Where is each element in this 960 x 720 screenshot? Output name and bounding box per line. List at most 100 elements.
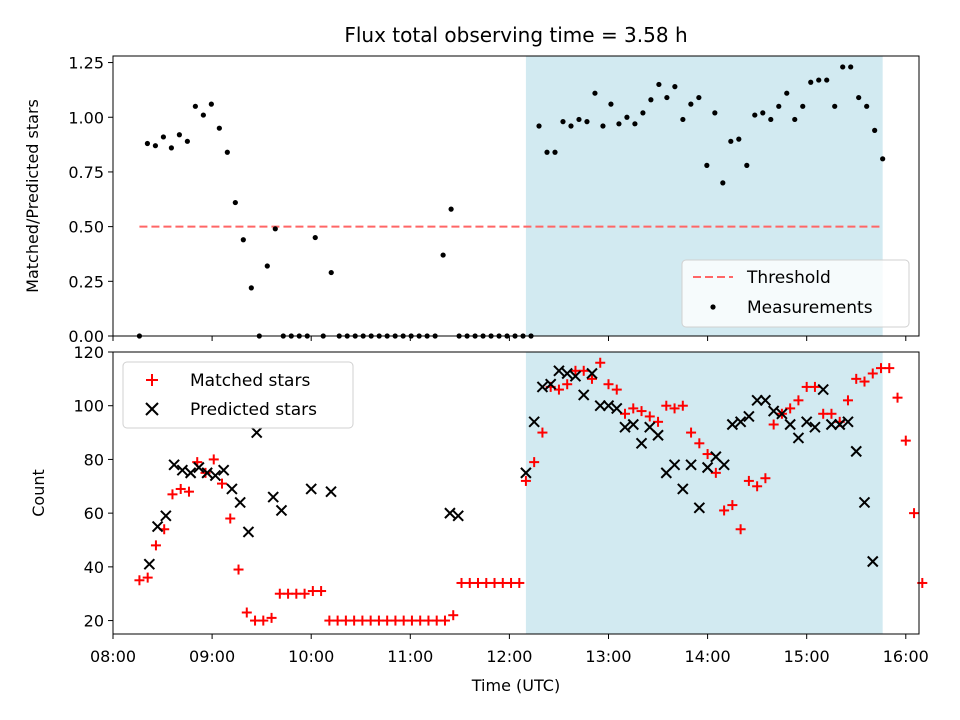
predicted-star-point bbox=[160, 510, 172, 522]
measurement-point bbox=[592, 90, 598, 96]
matched-star-point bbox=[225, 513, 236, 524]
predicted-star-stroke-b bbox=[809, 421, 821, 433]
predicted-star-point bbox=[784, 418, 796, 431]
predicted-star-point bbox=[520, 467, 532, 479]
measurement-point bbox=[672, 84, 678, 90]
measurement-point bbox=[848, 64, 854, 70]
predicted-star-point bbox=[652, 429, 664, 441]
predicted-star-point bbox=[528, 416, 540, 428]
matched-star-point bbox=[603, 379, 614, 390]
top-y-tick-label: 0.75 bbox=[68, 163, 104, 182]
predicted-star-stroke-b bbox=[759, 394, 772, 407]
predicted-star-stroke-b bbox=[217, 464, 230, 476]
measurement-point bbox=[728, 138, 734, 144]
matched-star-point bbox=[644, 411, 655, 422]
measurement-point bbox=[264, 263, 270, 269]
matched-star-point bbox=[743, 475, 754, 486]
predicted-star-point bbox=[325, 485, 337, 498]
predicted-star-point bbox=[305, 483, 317, 495]
measurement-point bbox=[248, 285, 254, 291]
predicted-star-stroke-b bbox=[644, 421, 656, 433]
predicted-star-point bbox=[544, 378, 557, 390]
matched-star-point bbox=[562, 379, 573, 390]
top-legend: Threshold Measurements bbox=[681, 259, 910, 328]
predicted-star-point bbox=[751, 394, 763, 407]
measurement-point bbox=[656, 81, 662, 88]
measurement-point bbox=[872, 127, 878, 133]
measurement-point bbox=[800, 103, 806, 109]
x-axis-label: Time (UTC) bbox=[471, 676, 560, 695]
predicted-star-stroke-b bbox=[677, 483, 689, 495]
predicted-star-point bbox=[553, 365, 565, 377]
legend-matched-swatch bbox=[146, 374, 158, 386]
predicted-star-stroke-b bbox=[800, 416, 813, 428]
matched-star-point bbox=[793, 395, 804, 406]
matched-star-point bbox=[760, 473, 771, 484]
matched-star-point bbox=[578, 365, 589, 376]
predicted-star-stroke-b bbox=[693, 502, 706, 514]
predicted-star-point bbox=[267, 491, 279, 503]
matched-star-point bbox=[710, 467, 721, 478]
predicted-star-stroke-b bbox=[160, 510, 172, 522]
measurement-point bbox=[224, 149, 230, 155]
predicted-star-point bbox=[627, 418, 639, 431]
matched-star-point bbox=[134, 575, 145, 586]
predicted-star-point bbox=[594, 400, 606, 412]
predicted-star-point bbox=[767, 405, 780, 417]
measurement-point bbox=[680, 116, 686, 123]
matched-star-point bbox=[529, 457, 540, 468]
measurement-point bbox=[688, 101, 694, 107]
predicted-star-stroke-b bbox=[586, 367, 598, 380]
measurement-point bbox=[608, 101, 614, 107]
predicted-star-stroke-b bbox=[817, 383, 829, 396]
predicted-star-point bbox=[602, 400, 615, 412]
chart-title: Flux total observing time = 3.58 h bbox=[344, 23, 687, 47]
measurement-point bbox=[600, 123, 606, 129]
predicted-star-stroke-b bbox=[718, 459, 730, 471]
bottom-y-tick-label: 100 bbox=[73, 397, 104, 416]
measurement-point bbox=[744, 162, 750, 168]
matched-star-point bbox=[694, 438, 705, 449]
predicted-star-stroke-b bbox=[544, 378, 557, 390]
measurement-point bbox=[560, 119, 566, 125]
predicted-star-point bbox=[734, 416, 747, 428]
matched-star-point bbox=[826, 408, 837, 419]
measurement-point bbox=[616, 121, 622, 127]
predicted-star-stroke-b bbox=[594, 400, 606, 412]
predicted-star-stroke-b bbox=[710, 451, 722, 463]
measurement-points bbox=[136, 64, 886, 339]
measurement-point bbox=[168, 145, 174, 151]
matched-star-point bbox=[851, 373, 862, 384]
measurement-point bbox=[536, 123, 542, 129]
measurement-point bbox=[216, 125, 222, 131]
predicted-star-point bbox=[685, 459, 697, 471]
matched-star-point bbox=[595, 357, 606, 368]
measurement-point bbox=[712, 110, 718, 116]
predicted-star-stroke-b bbox=[151, 520, 164, 533]
matched-star-point bbox=[316, 586, 327, 597]
matched-star-point bbox=[208, 454, 219, 465]
predicted-star-point bbox=[184, 467, 197, 479]
predicted-star-stroke-b bbox=[858, 496, 871, 509]
predicted-star-point bbox=[176, 464, 189, 476]
measurement-point bbox=[808, 79, 814, 85]
measurement-point bbox=[648, 97, 654, 103]
matched-star-point bbox=[439, 615, 450, 626]
predicted-star-point bbox=[201, 467, 213, 479]
top-y-tick-label: 1.25 bbox=[68, 54, 104, 73]
measurement-point bbox=[240, 237, 246, 243]
predicted-star-stroke-b bbox=[635, 437, 648, 450]
matched-star-point bbox=[586, 373, 597, 384]
predicted-star-stroke-b bbox=[627, 418, 639, 431]
bottom-y-tick-label: 20 bbox=[84, 612, 104, 631]
predicted-star-stroke-b bbox=[619, 421, 631, 433]
matched-star-point bbox=[266, 612, 277, 623]
matched-star-point bbox=[686, 427, 697, 438]
legend-matched-label: Matched stars bbox=[190, 371, 310, 391]
predicted-star-stroke-b bbox=[209, 469, 222, 482]
measurement-point bbox=[768, 116, 774, 123]
measurement-point bbox=[144, 140, 151, 147]
x-tick-label: 09:00 bbox=[189, 647, 235, 666]
predicted-star-point bbox=[151, 520, 164, 533]
